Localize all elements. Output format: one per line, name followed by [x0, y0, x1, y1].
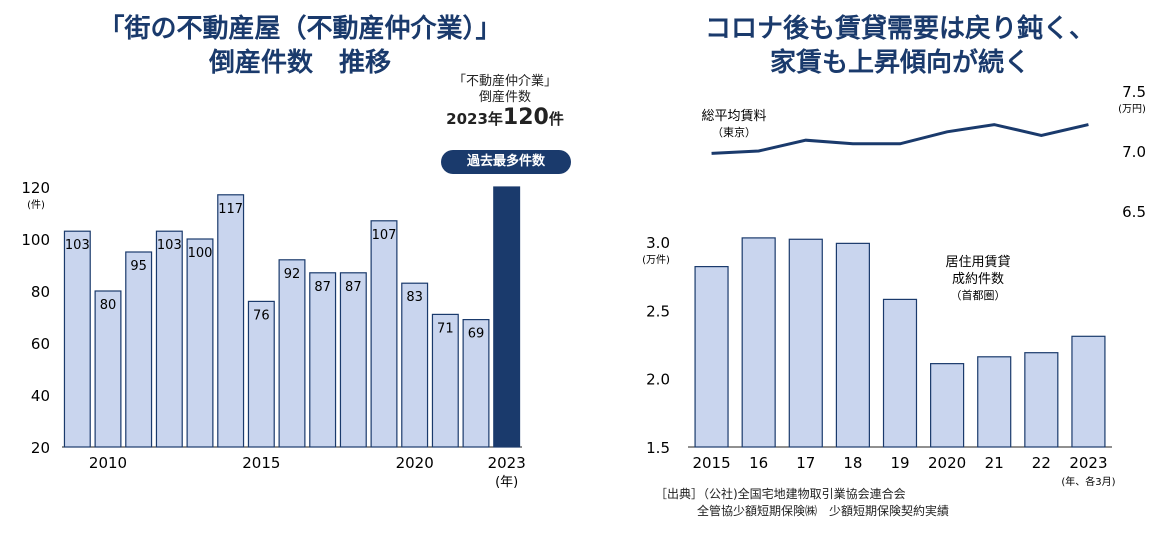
left-bar: [63, 230, 91, 448]
source-note: ［出典］（公社)全国宅地建物取引業協会連合会 全管協少額短期保険㈱ 少額短期保険…: [655, 486, 949, 520]
left-bar: [339, 272, 367, 448]
left-bar: [217, 194, 245, 448]
left-bar-value-label: 92: [284, 267, 301, 282]
contracts-bar: [788, 238, 823, 448]
contracts-y-tick-label: 1.5: [646, 439, 670, 457]
contracts-series-name: 居住用賃貸: [945, 254, 1010, 270]
callout-year: 2023年: [446, 110, 503, 128]
contracts-x-tick-label: 16: [749, 454, 768, 472]
contracts-bar: [741, 237, 776, 448]
rent-y-unit: (万円): [1118, 104, 1146, 115]
left-x-unit: (年): [495, 475, 518, 490]
rent-y-tick-label: 7.5: [1122, 83, 1146, 101]
rent-series-region: （東京）: [712, 125, 756, 139]
left-chart-title: 「街の不動産屋（不動産仲介業）」 倒産件数 推移: [40, 12, 560, 80]
callout-value: 120: [502, 105, 549, 130]
left-bar-value-label: 87: [314, 280, 331, 295]
contracts-bar: [977, 356, 1012, 448]
right-title-line2: 家賃も上昇傾向が続く: [769, 48, 1030, 78]
left-bar: [493, 186, 521, 448]
left-bar: [247, 300, 275, 448]
left-x-tick-label: 2015: [242, 454, 280, 472]
contracts-y-tick-label: 2.0: [646, 371, 670, 389]
left-bar-value-label: 71: [437, 321, 454, 336]
left-bar-value-label: 107: [372, 228, 397, 243]
contracts-x-tick-label: 17: [796, 454, 815, 472]
contracts-series-region: （首都圏）: [951, 288, 1006, 302]
left-bar: [94, 290, 122, 448]
left-bar-value-label: 95: [130, 259, 147, 274]
left-bar-value-label: 100: [188, 246, 213, 261]
contracts-bar: [1071, 335, 1106, 448]
left-bar-value-label: 87: [345, 280, 362, 295]
left-y-unit: (件): [27, 199, 45, 211]
callout-2023: 「不動産仲介業」 倒産件数 2023年120件: [430, 74, 580, 129]
rent-line: [711, 123, 1089, 155]
left-x-tick-label: 2020: [396, 454, 434, 472]
contracts-y-tick-label: 3.0: [646, 234, 670, 252]
left-bar: [155, 230, 183, 448]
contracts-bar: [1024, 352, 1059, 448]
record-badge: 過去最多件数: [441, 150, 571, 174]
left-x-tick-label: 2010: [89, 454, 127, 472]
contracts-x-unit: (年、各3月): [1061, 475, 1115, 488]
left-bar-value-label: 103: [65, 238, 90, 253]
contracts-bar: [694, 266, 729, 448]
left-y-tick-label: 40: [31, 387, 50, 405]
source-line2: 全管協少額短期保険㈱ 少額短期保険契約実績: [697, 504, 950, 518]
right-chart-title: コロナ後も賃貸需要は戻り鈍く、 家賃も上昇傾向が続く: [640, 12, 1160, 80]
contracts-bar: [930, 363, 965, 448]
rent-y-tick-label: 6.5: [1122, 203, 1146, 221]
left-bar-value-label: 83: [406, 290, 423, 305]
left-bar: [125, 251, 153, 448]
left-bar: [278, 259, 306, 448]
rent-series-name: 総平均賃料: [701, 109, 766, 124]
rent-y-tick-label: 7.0: [1122, 143, 1146, 161]
callout-line2: 倒産件数: [478, 90, 531, 105]
contracts-x-tick-label: 18: [843, 454, 862, 472]
contracts-y-tick-label: 2.5: [646, 302, 670, 320]
left-x-tick-label: 2023: [488, 454, 526, 472]
left-bar: [370, 220, 398, 448]
contracts-x-tick-label: 2023: [1069, 454, 1107, 472]
left-y-tick-label: 120: [21, 179, 50, 197]
left-y-tick-label: 60: [31, 335, 50, 353]
left-y-tick-label: 20: [31, 439, 50, 457]
source-line1: ［出典］（公社)全国宅地建物取引業協会連合会: [655, 487, 906, 501]
left-bar-value-label: 80: [100, 298, 117, 313]
left-title-line1: 「街の不動産屋（不動産仲介業）」: [98, 14, 502, 44]
contracts-bar: [882, 298, 918, 448]
left-bar-value-label: 76: [253, 308, 270, 323]
contracts-x-tick-label: 2015: [692, 454, 730, 472]
contracts-x-tick-label: 2020: [928, 454, 966, 472]
contracts-x-tick-label: 21: [985, 454, 1004, 472]
left-bar-value-label: 69: [468, 327, 485, 342]
contracts-x-tick-label: 19: [890, 454, 909, 472]
left-bar: [462, 319, 490, 448]
right-title-line1: コロナ後も賃貸需要は戻り鈍く、: [704, 14, 1095, 44]
left-bar: [431, 313, 459, 448]
left-bar: [186, 238, 214, 448]
left-bar: [309, 272, 337, 448]
contracts-y-unit: (万件): [642, 254, 670, 266]
contracts-x-tick-label: 22: [1032, 454, 1051, 472]
left-y-tick-label: 100: [21, 231, 50, 249]
left-title-line2: 倒産件数 推移: [208, 48, 391, 78]
left-bar-value-label: 117: [218, 202, 243, 217]
left-y-tick-label: 80: [31, 283, 50, 301]
contracts-bar: [835, 242, 870, 448]
left-bar-value-label: 103: [157, 238, 182, 253]
callout-unit: 件: [548, 110, 564, 128]
callout-line1: 「不動産仲介業」: [452, 74, 557, 89]
left-bar: [401, 282, 429, 448]
contracts-series-name-line2: 成約件数: [952, 272, 1004, 287]
